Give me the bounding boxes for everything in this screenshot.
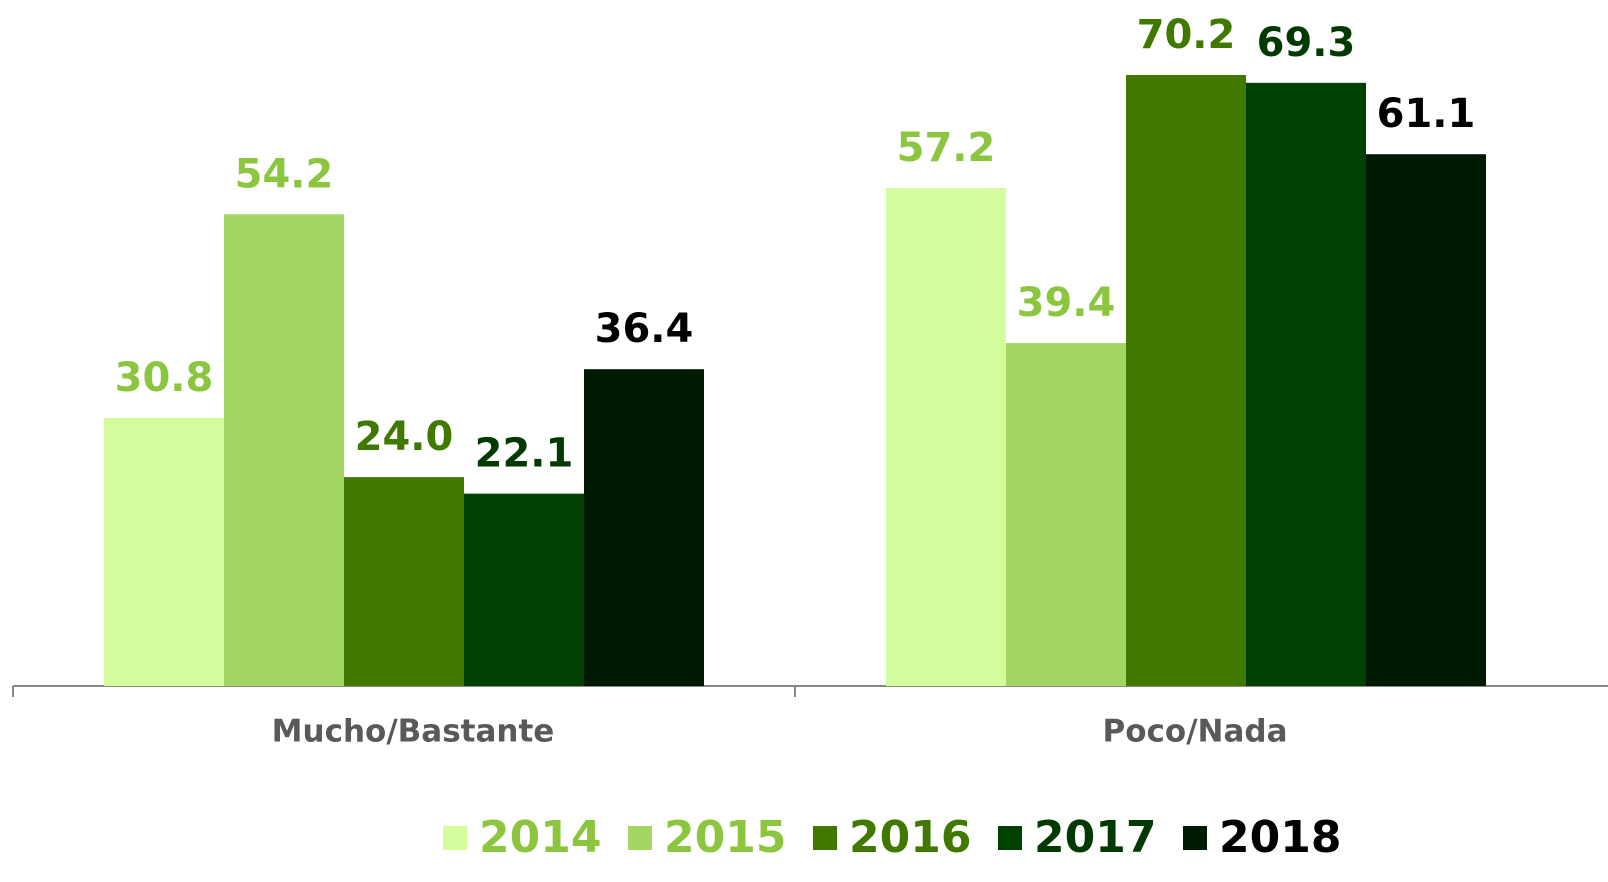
legend-swatch: [443, 826, 467, 850]
bar: [464, 493, 584, 686]
data-label: 54.2: [235, 151, 334, 197]
legend-swatch: [628, 826, 652, 850]
data-label: 61.1: [1377, 91, 1476, 137]
legend-label: 2015: [664, 812, 786, 863]
x-tick-label: Poco/Nada: [1103, 714, 1288, 750]
data-label: 22.1: [475, 431, 574, 477]
data-label: 36.4: [595, 306, 694, 352]
bar: [584, 369, 704, 686]
legend-label: 2017: [1034, 812, 1156, 863]
bar: [104, 417, 224, 686]
legend-swatch: [813, 826, 837, 850]
bar: [1366, 154, 1486, 686]
legend-label: 2018: [1219, 812, 1341, 863]
legend-swatch: [998, 826, 1022, 850]
data-label: 57.2: [897, 125, 996, 171]
data-label: 70.2: [1137, 12, 1236, 58]
data-label: 24.0: [355, 414, 454, 460]
bar: [1126, 75, 1246, 686]
data-label: 69.3: [1257, 20, 1356, 66]
legend-label: 2014: [479, 812, 601, 863]
bar: [224, 214, 344, 686]
data-label: 30.8: [115, 355, 214, 401]
bar: [886, 188, 1006, 687]
legend-label: 2016: [849, 812, 971, 863]
bar: [1006, 343, 1126, 686]
bar: [344, 477, 464, 686]
x-tick-label: Mucho/Bastante: [272, 714, 555, 750]
legend-swatch: [1183, 826, 1207, 850]
data-label: 39.4: [1017, 280, 1116, 326]
bar: [1246, 82, 1366, 687]
